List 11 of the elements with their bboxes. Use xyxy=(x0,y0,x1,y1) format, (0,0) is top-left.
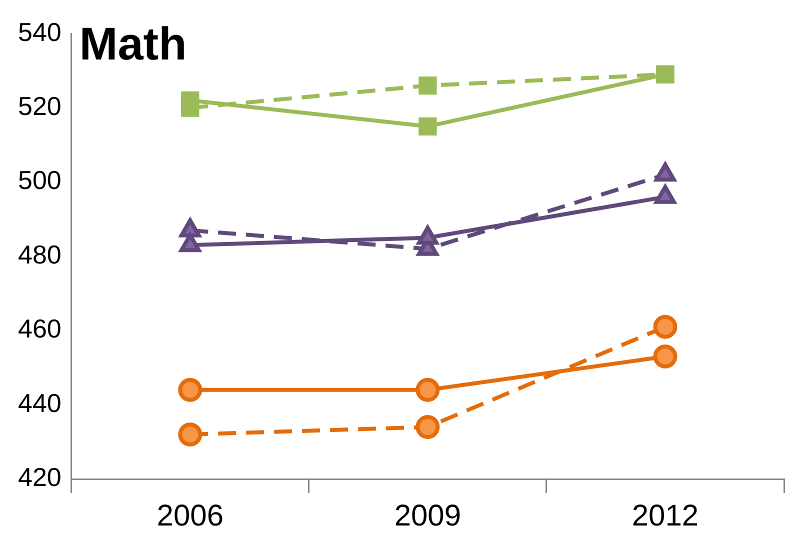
y-tick-label: 460 xyxy=(18,314,62,344)
y-tick-label: 500 xyxy=(18,165,62,196)
x-tick-label: 2009 xyxy=(394,499,462,532)
y-tick-label: 540 xyxy=(18,16,62,47)
x-tick-label: 2006 xyxy=(156,499,224,532)
x-tick-label: 2012 xyxy=(632,499,699,532)
chart-title: Math xyxy=(79,17,187,70)
y-tick-label: 440 xyxy=(18,388,62,418)
y-tick-label: 520 xyxy=(18,91,62,122)
y-tick-label: 480 xyxy=(18,239,62,270)
y-tick-label: 420 xyxy=(18,462,62,492)
